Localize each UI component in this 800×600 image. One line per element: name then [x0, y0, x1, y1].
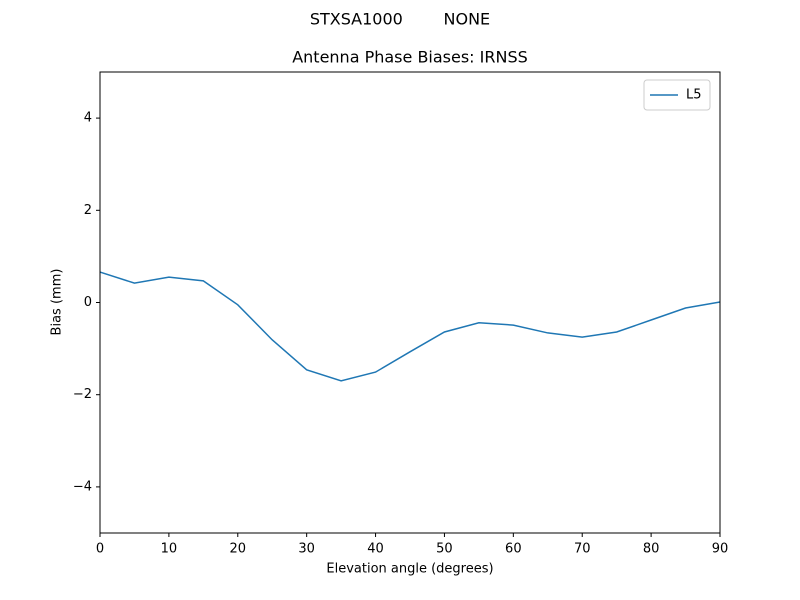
- data-line: [99, 271, 721, 382]
- legend-label: L5: [686, 88, 702, 103]
- x-tick-label: 0: [96, 542, 104, 557]
- y-tick-label: 2: [84, 203, 92, 218]
- chart-title: Antenna Phase Biases: IRNSS: [292, 48, 528, 67]
- suptitle: STXSA1000 NONE: [310, 10, 490, 29]
- x-tick-label: 80: [643, 542, 660, 557]
- y-tick-label: −4: [73, 479, 92, 494]
- y-tick-label: 4: [84, 111, 92, 126]
- y-tick-label: 0: [84, 295, 92, 310]
- x-tick-label: 10: [161, 542, 178, 557]
- x-tick-label: 50: [436, 542, 453, 557]
- y-tick-label: −2: [73, 387, 92, 402]
- x-tick-label: 70: [574, 542, 591, 557]
- x-tick-label: 20: [230, 542, 247, 557]
- x-tick-label: 90: [712, 542, 729, 557]
- x-tick-label: 40: [367, 542, 384, 557]
- axes-frame: [99, 71, 721, 534]
- x-axis-label: Elevation angle (degrees): [326, 562, 493, 577]
- y-axis-label: Bias (mm): [50, 269, 65, 336]
- x-tick-label: 30: [298, 542, 315, 557]
- x-tick-label: 60: [505, 542, 522, 557]
